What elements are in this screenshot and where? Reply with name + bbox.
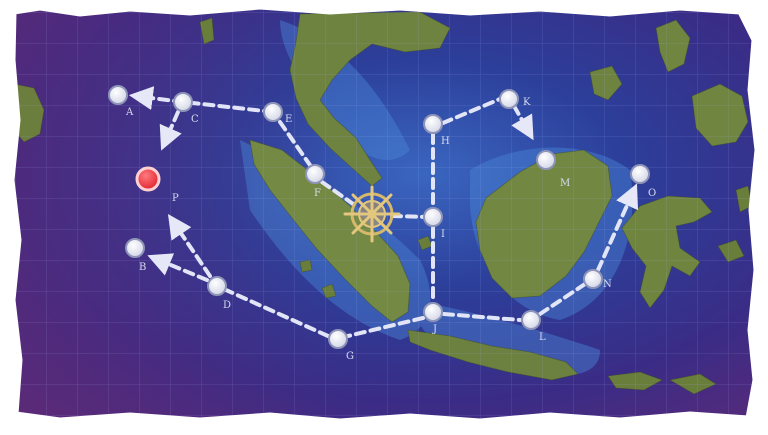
torn-border <box>9 4 760 424</box>
route-D-B <box>147 253 209 282</box>
node-label: F <box>314 188 321 199</box>
map-node-e[interactable]: E <box>263 102 293 125</box>
map-node-k[interactable]: K <box>499 89 531 109</box>
map-node-n[interactable]: N <box>583 269 612 290</box>
node-label: P <box>172 193 179 204</box>
map-node-b[interactable]: B <box>125 238 147 273</box>
route-K-arrow <box>511 104 534 141</box>
map-node-d[interactable]: D <box>207 276 232 311</box>
route-J-L <box>442 312 522 322</box>
node-circle <box>305 164 325 184</box>
node-circle <box>521 310 541 330</box>
route-L-N <box>538 282 587 316</box>
route-C-P <box>159 110 182 151</box>
map-node-l[interactable]: L <box>521 310 546 343</box>
map-node-m[interactable]: M <box>536 150 571 189</box>
node-circle <box>423 114 443 134</box>
node-circle <box>536 150 556 170</box>
node-label: K <box>523 97 531 108</box>
map-node-f[interactable]: F <box>305 164 325 199</box>
map-node-g[interactable]: G <box>328 329 355 362</box>
route-H-K <box>441 97 502 125</box>
node-circle <box>423 207 443 227</box>
node-circle <box>263 102 283 122</box>
route-E-F <box>278 120 314 170</box>
node-label: M <box>560 178 571 189</box>
node-circle <box>108 85 128 105</box>
map-node-a[interactable]: A <box>108 85 134 118</box>
node-label: J <box>432 324 438 335</box>
node-label: B <box>139 262 147 273</box>
ship-wheel-icon[interactable] <box>343 185 401 243</box>
route-J-G <box>346 316 425 338</box>
node-circle <box>423 302 443 322</box>
route-E-C <box>191 101 275 114</box>
map-node-o[interactable]: O <box>630 164 657 199</box>
route-start-I <box>390 214 430 219</box>
node-circle <box>499 89 519 109</box>
node-circle <box>125 238 145 258</box>
routes <box>128 86 639 338</box>
node-label: E <box>285 114 293 125</box>
node-circle <box>630 164 650 184</box>
node-label: G <box>346 351 355 362</box>
map-node-j[interactable]: J <box>423 302 443 335</box>
node-label: A <box>125 107 134 118</box>
node-label: C <box>191 114 199 125</box>
node-label: L <box>539 332 546 343</box>
nodes-layer: A B C D E F G H I J K L M N O P <box>108 85 657 362</box>
route-D-P <box>167 214 212 278</box>
node-label: I <box>441 229 445 240</box>
node-circle <box>328 329 348 349</box>
node-circle <box>583 269 603 289</box>
current-node-marker <box>135 166 161 192</box>
map-node-i[interactable]: I <box>423 207 445 240</box>
map-node-p[interactable]: P <box>135 166 179 204</box>
route-G-D <box>224 288 330 338</box>
map-node-h[interactable]: H <box>423 114 450 147</box>
route-N-O <box>596 183 639 272</box>
node-label: N <box>603 279 612 290</box>
route-F-start <box>320 180 358 208</box>
node-label: D <box>223 300 232 311</box>
node-label: O <box>648 188 657 199</box>
node-circle <box>207 276 227 296</box>
node-circle <box>173 92 193 112</box>
node-label: H <box>441 136 450 147</box>
map-node-c[interactable]: C <box>173 92 199 125</box>
